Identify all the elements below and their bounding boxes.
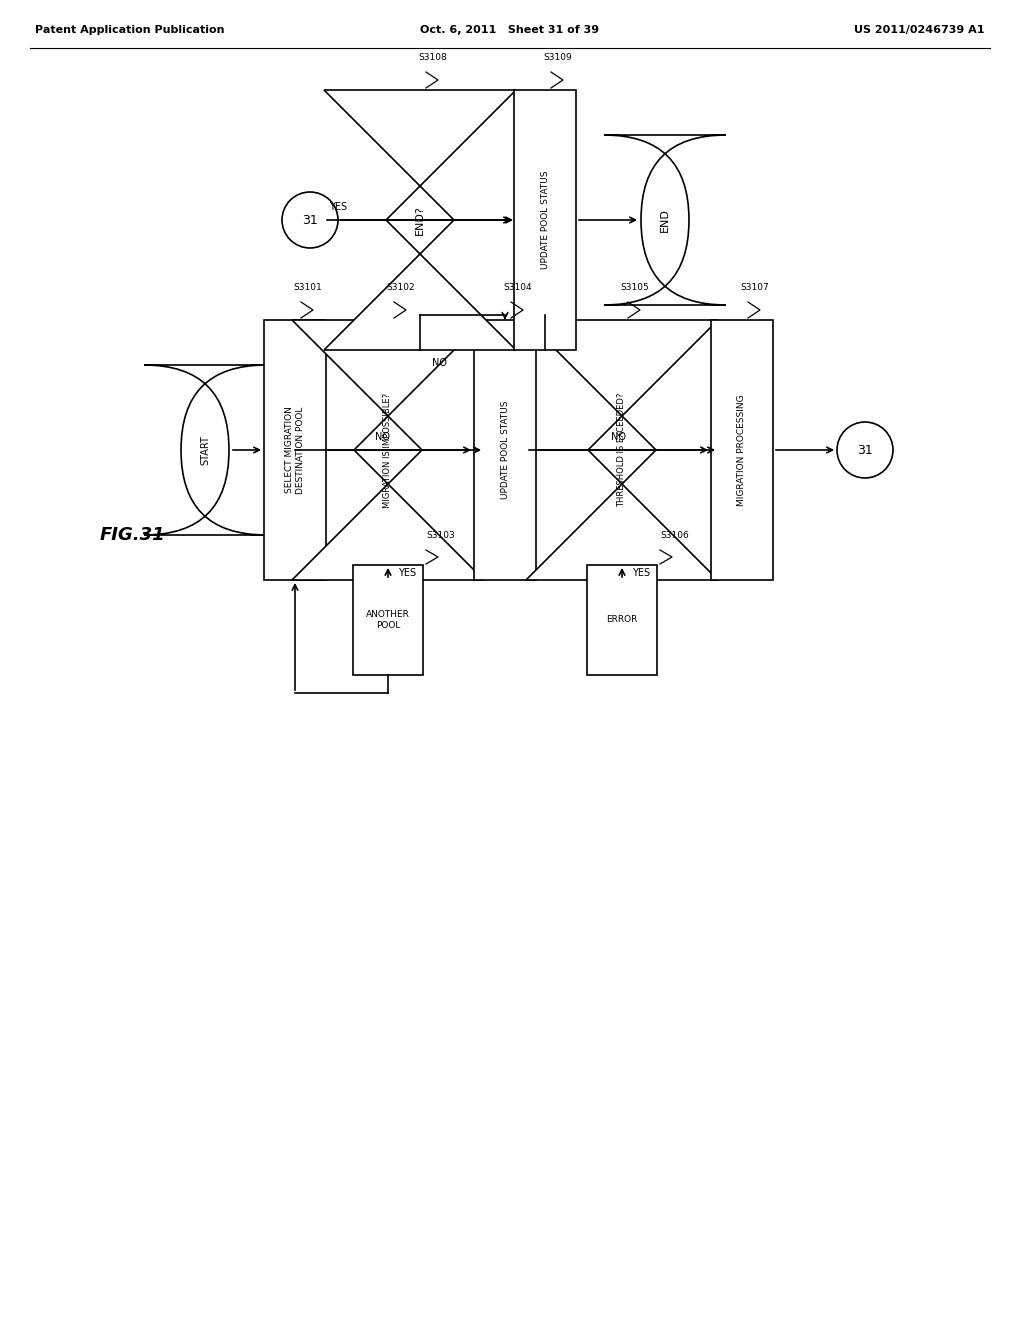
Bar xyxy=(711,319,773,579)
Text: YES: YES xyxy=(632,568,650,578)
Text: UPDATE POOL STATUS: UPDATE POOL STATUS xyxy=(541,170,550,269)
Text: THRESHOLD IS EXCEEDED?: THRESHOLD IS EXCEEDED? xyxy=(617,393,627,507)
Text: YES: YES xyxy=(329,202,347,213)
Text: ANOTHER
POOL: ANOTHER POOL xyxy=(366,610,410,630)
Polygon shape xyxy=(526,319,718,579)
Bar xyxy=(587,565,657,675)
Text: S3101: S3101 xyxy=(293,282,322,292)
Text: S3103: S3103 xyxy=(426,531,455,540)
Text: START: START xyxy=(200,436,210,465)
Text: ERROR: ERROR xyxy=(606,615,638,624)
Circle shape xyxy=(837,422,893,478)
Bar xyxy=(264,319,326,579)
Polygon shape xyxy=(324,90,516,350)
Text: FIG.31: FIG.31 xyxy=(100,525,166,544)
Text: US 2011/0246739 A1: US 2011/0246739 A1 xyxy=(854,25,985,36)
Text: NO: NO xyxy=(376,432,390,442)
Text: 31: 31 xyxy=(302,214,317,227)
Text: SELECT MIGRATION
DESTINATION POOL: SELECT MIGRATION DESTINATION POOL xyxy=(286,407,305,494)
Bar xyxy=(514,90,575,350)
Text: NO: NO xyxy=(432,358,447,368)
Text: YES: YES xyxy=(398,568,416,578)
Polygon shape xyxy=(292,319,484,579)
Text: S3102: S3102 xyxy=(386,282,415,292)
Text: Oct. 6, 2011   Sheet 31 of 39: Oct. 6, 2011 Sheet 31 of 39 xyxy=(421,25,600,36)
Text: S3109: S3109 xyxy=(543,53,571,62)
Text: END?: END? xyxy=(415,205,425,235)
Circle shape xyxy=(282,191,338,248)
Text: MIGRATION PROCESSING: MIGRATION PROCESSING xyxy=(737,395,746,506)
Text: S3108: S3108 xyxy=(418,53,446,62)
Text: END: END xyxy=(660,209,670,232)
Text: S3107: S3107 xyxy=(740,282,769,292)
Text: 31: 31 xyxy=(857,444,872,457)
Text: MIGRATION IS IMPOSSIBLE?: MIGRATION IS IMPOSSIBLE? xyxy=(384,392,392,508)
Bar xyxy=(474,319,536,579)
Text: Patent Application Publication: Patent Application Publication xyxy=(35,25,224,36)
FancyBboxPatch shape xyxy=(604,135,726,305)
Bar xyxy=(353,565,423,675)
Text: S3104: S3104 xyxy=(503,282,531,292)
Text: S3106: S3106 xyxy=(660,531,689,540)
FancyBboxPatch shape xyxy=(144,366,266,535)
Text: UPDATE POOL STATUS: UPDATE POOL STATUS xyxy=(501,401,510,499)
Text: NO: NO xyxy=(611,432,626,442)
Text: S3105: S3105 xyxy=(620,282,649,292)
